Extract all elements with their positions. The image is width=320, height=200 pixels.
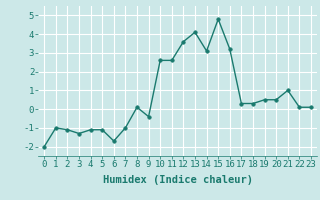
X-axis label: Humidex (Indice chaleur): Humidex (Indice chaleur) — [103, 175, 252, 185]
